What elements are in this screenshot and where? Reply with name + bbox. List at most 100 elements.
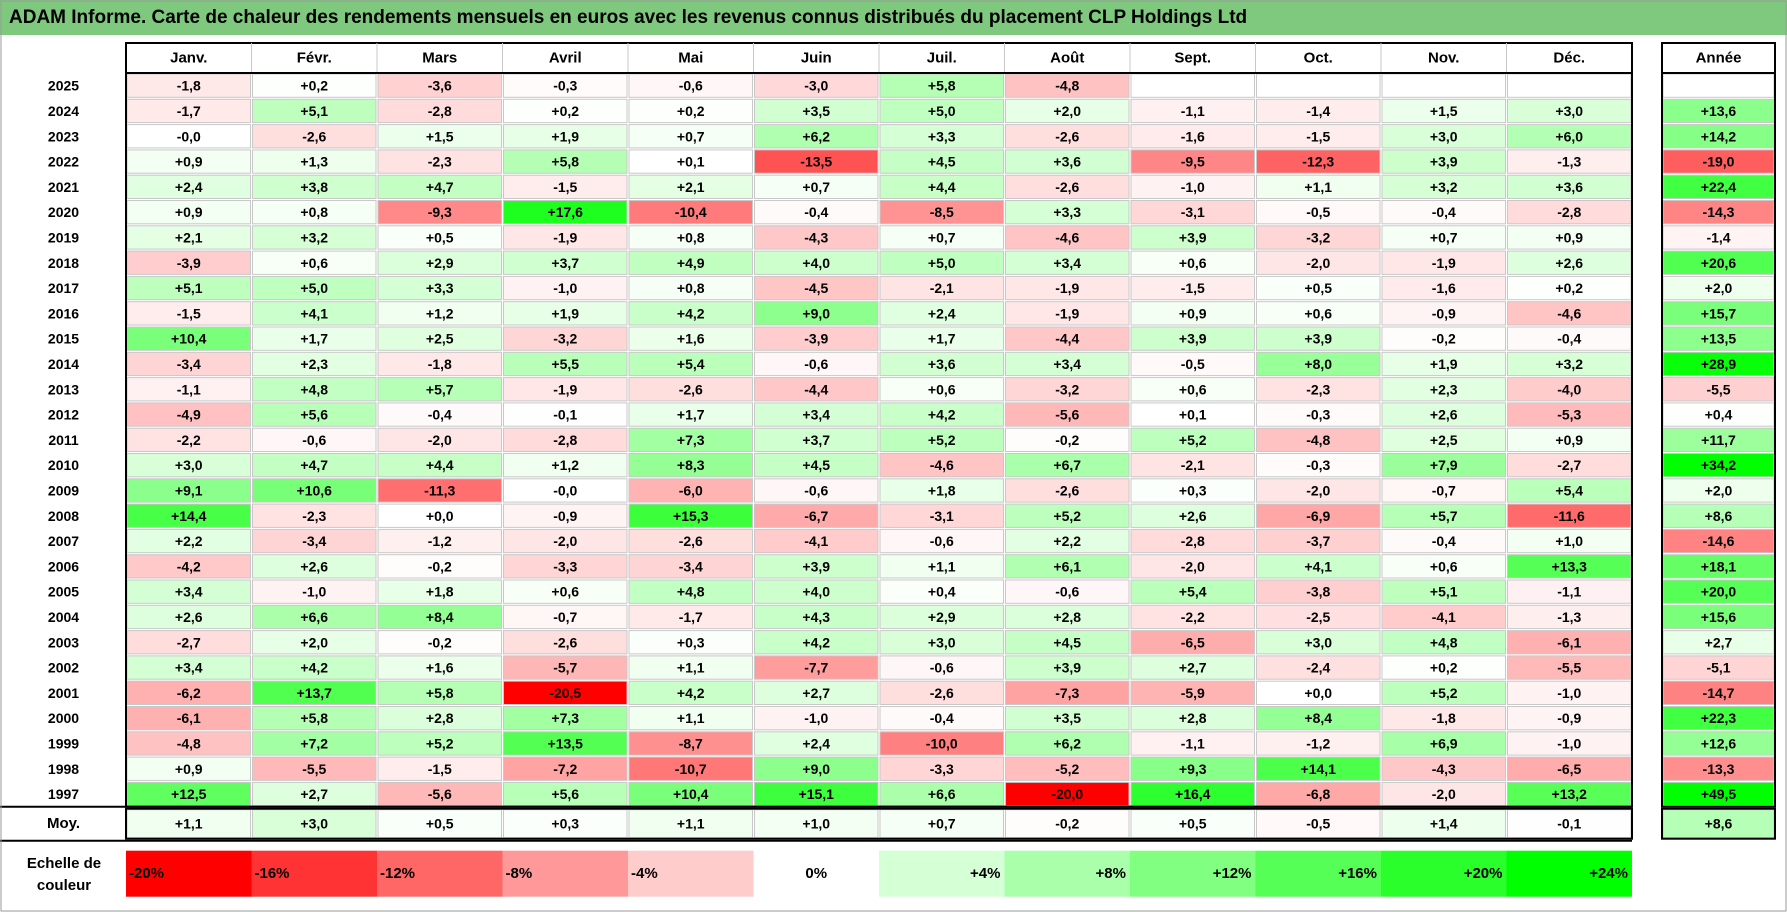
cell-value: -5,9 [1181, 685, 1205, 701]
color-scale-swatch [753, 850, 879, 897]
cell-value: -3,7 [1306, 533, 1330, 549]
heatmap-cell [1130, 73, 1255, 98]
cell-value: -2,6 [1055, 179, 1079, 195]
color-scale-swatch [502, 850, 628, 897]
heatmap-cell [879, 301, 1004, 326]
heatmap-cell [1005, 275, 1130, 301]
heatmap-cell [503, 326, 628, 351]
cell-value: +2,8 [1179, 710, 1207, 726]
cell-value: +0,9 [1555, 229, 1583, 245]
heatmap-cell [879, 427, 1004, 453]
column-header: Avril [549, 50, 582, 67]
heatmap-cell [879, 326, 1004, 351]
heatmap-cell [1130, 174, 1255, 199]
heatmap-cell [252, 225, 377, 250]
cell-value: +3,4 [802, 407, 830, 423]
cell-value: +0,8 [300, 204, 328, 220]
cell-value: +3,9 [802, 558, 830, 574]
heatmap-cell [1256, 478, 1381, 503]
annual-value: -1,4 [1706, 229, 1730, 245]
heatmap-cell [879, 124, 1004, 149]
cell-value: -3,2 [1306, 229, 1330, 245]
cell-value: +4,8 [1430, 634, 1458, 650]
cell-value: -0,1 [553, 407, 577, 423]
cell-value: -5,2 [1055, 761, 1079, 777]
heatmap-cell [879, 756, 1004, 781]
heatmap-cell [1005, 326, 1130, 351]
cell-value: +0,5 [426, 229, 454, 245]
column-header: Mai [678, 50, 703, 67]
color-scale-label-value: +4% [970, 865, 1000, 882]
heatmap-cell [252, 706, 377, 731]
cell-value: -0,6 [930, 533, 954, 549]
average-cell [628, 809, 753, 839]
annual-value: -19,0 [1703, 154, 1735, 170]
cell-value: +4,8 [300, 381, 328, 397]
cell-value: +3,2 [300, 229, 328, 245]
heatmap-cell [503, 630, 628, 655]
cell-value: -7,2 [553, 761, 577, 777]
heatmap-cell [252, 174, 377, 199]
cell-value: -2,7 [177, 634, 201, 650]
cell-value: +9,0 [802, 761, 830, 777]
cell-value: -12,3 [1302, 154, 1334, 170]
color-scale-label-value: -20% [129, 865, 164, 882]
cell-value: +0,4 [928, 584, 956, 600]
cell-value: -4,3 [1432, 761, 1456, 777]
cell-value: +0,9 [1179, 305, 1207, 321]
heatmap-cell [1381, 554, 1506, 579]
cell-value: -4,3 [804, 229, 828, 245]
heatmap-cell [754, 731, 879, 756]
cell-value: -5,6 [428, 786, 452, 802]
cell-value: +0,7 [1430, 229, 1458, 245]
cell-value: +0,2 [1555, 280, 1583, 296]
color-scale-swatch [628, 850, 754, 897]
cell-value: +6,9 [1430, 735, 1458, 751]
cell-value: -0,9 [1432, 305, 1456, 321]
heatmap-cell [1381, 579, 1506, 604]
cell-value: +4,2 [802, 634, 830, 650]
cell-value: +7,3 [677, 432, 705, 448]
cell-value: +7,2 [300, 735, 328, 751]
cell-value: -3,9 [177, 255, 201, 271]
cell-value: +4,7 [426, 179, 454, 195]
cell-value: +0,0 [1304, 685, 1332, 701]
heatmap-cell [1005, 453, 1130, 478]
heatmap-cell [252, 554, 377, 579]
cell-value: +4,2 [300, 660, 328, 676]
cell-value: +2,2 [175, 533, 203, 549]
cell-value: +0,2 [551, 103, 579, 119]
annual-value: +22,3 [1701, 710, 1737, 726]
heatmap-cell [503, 427, 628, 453]
cell-value: +1,1 [928, 558, 956, 574]
cell-value: -13,5 [800, 154, 832, 170]
heatmap-cell [503, 453, 628, 478]
heatmap-cell [1256, 528, 1381, 554]
cell-value: +0,0 [426, 508, 454, 524]
cell-value: -3,2 [553, 331, 577, 347]
heatmap-cell [1256, 377, 1381, 402]
column-header: Nov. [1428, 50, 1459, 67]
cell-value: -1,0 [302, 584, 326, 600]
heatmap-cell [1381, 98, 1506, 124]
cell-value: -2,6 [679, 381, 703, 397]
cell-value: +5,2 [928, 432, 956, 448]
cell-value: +14,1 [1301, 761, 1337, 777]
heatmap-cell [1130, 250, 1255, 275]
cell-value: +2,6 [1179, 508, 1207, 524]
cell-value: -1,1 [1181, 735, 1205, 751]
cell-value: -0,2 [1055, 432, 1079, 448]
heatmap-cell [1130, 478, 1255, 503]
row-year-label: 2012 [48, 407, 79, 423]
cell-value: +2,3 [1430, 381, 1458, 397]
column-header: Sept. [1174, 50, 1211, 67]
heatmap-cell [1256, 301, 1381, 326]
average-value: +1,0 [802, 816, 830, 832]
heatmap-cell [1256, 200, 1381, 225]
cell-value: +5,6 [551, 786, 579, 802]
cell-value: -2,8 [428, 103, 452, 119]
heatmap-cell [252, 503, 377, 528]
cell-value: +1,9 [551, 128, 579, 144]
cell-value: +3,4 [1053, 356, 1081, 372]
